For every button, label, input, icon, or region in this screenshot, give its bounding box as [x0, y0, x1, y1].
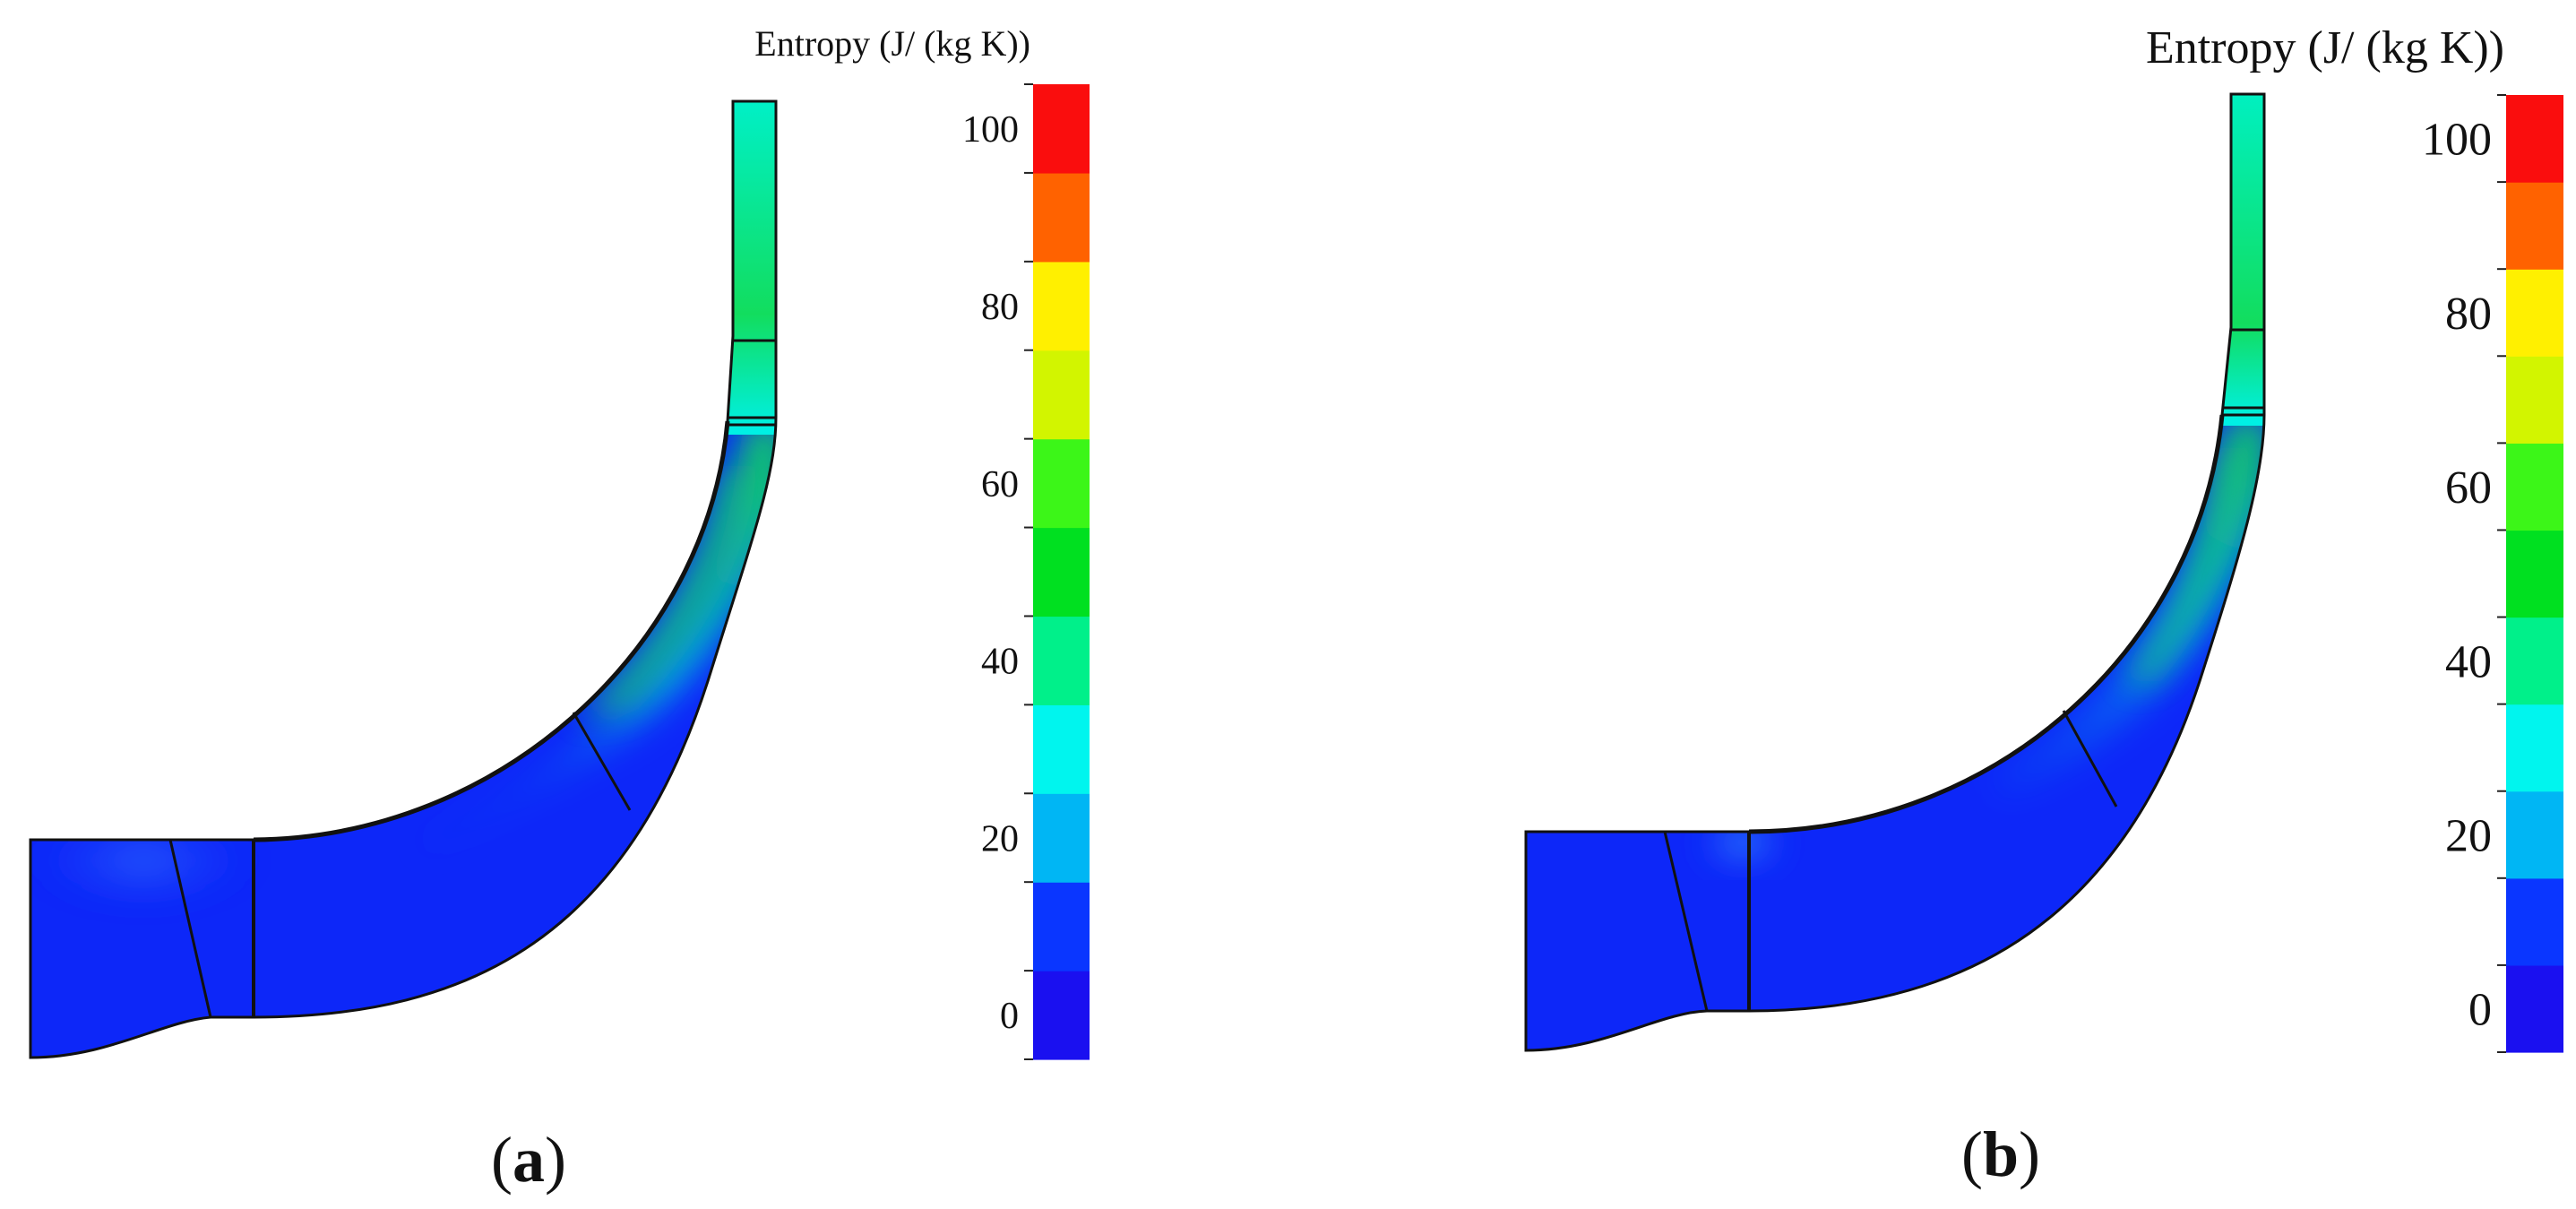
colorbar-band [2506, 790, 2563, 879]
colorbar-band [2506, 182, 2563, 270]
colorbar-band [1033, 172, 1090, 263]
colorbar-band [2506, 95, 2563, 183]
colorbar-title: Entropy (J/ (kg K)) [754, 23, 1030, 64]
colorbar-band [1033, 350, 1090, 440]
colorbar-band [2506, 530, 2563, 618]
colorbar-tick-label: 40 [2445, 636, 2492, 687]
colorbar-band [1033, 261, 1090, 351]
inlet-low-entropy-spot [30, 811, 269, 910]
shroud-entropy-core [2124, 448, 2240, 681]
colorbar-ticks: 0 20 40 60 80 100 [2422, 94, 2506, 1053]
colorbar-ticks: 0 20 40 60 80 100 [962, 83, 1033, 1060]
colorbar-band [2506, 877, 2563, 966]
inlet-shroud-spot [1693, 816, 1792, 869]
inlet-interface-line [1663, 831, 1709, 1012]
colorbar-band [1033, 971, 1090, 1060]
colorbar-tick-label: 40 [981, 642, 1019, 683]
panel-a: Entropy (J/ (kg K)) 0 20 40 60 80 100 (a) [29, 23, 1090, 1196]
colorbar-tick-label: 80 [2445, 289, 2492, 340]
inlet-interface-line [168, 839, 212, 1018]
colorbar-band [2506, 964, 2563, 1053]
colorbar-tick-label: 80 [981, 287, 1019, 328]
colorbar-bands [2506, 95, 2563, 1053]
caption-letter: b [1983, 1118, 2019, 1190]
colorbar-tick-label: 0 [1000, 996, 1019, 1037]
shroud-line [253, 420, 730, 842]
panel-b: Entropy (J/ (kg K)) 0 20 40 60 80 100 (b) [1524, 22, 2563, 1190]
impeller-meridional-contour [1524, 92, 2266, 1052]
colorbar: Entropy (J/ (kg K)) 0 20 40 60 80 100 [2146, 22, 2563, 1053]
colorbar: Entropy (J/ (kg K)) 0 20 40 60 80 100 [754, 23, 1090, 1060]
colorbar-title: Entropy (J/ (kg K)) [2146, 22, 2504, 73]
colorbar-band [1033, 882, 1090, 972]
colorbar-tick-label: 0 [2468, 985, 2492, 1036]
colorbar-tick-label: 100 [2422, 115, 2492, 166]
shroud-line [1748, 414, 2225, 834]
mid-interface-line [572, 712, 632, 811]
flow-domain-base [1526, 94, 2264, 1050]
colorbar-tick-label: 20 [2445, 810, 2492, 861]
colorbar-band [1033, 527, 1090, 617]
colorbar-band [1033, 84, 1090, 174]
colorbar-band [1033, 616, 1090, 705]
colorbar-tick-label: 20 [981, 818, 1019, 859]
panel-caption: (a) [491, 1124, 566, 1196]
colorbar-band [2506, 704, 2563, 792]
shroud-entropy-band [1998, 415, 2264, 798]
mid-interface-line [2062, 710, 2118, 807]
impeller-meridional-contour [29, 99, 778, 1059]
colorbar-tick-label: 60 [981, 464, 1019, 505]
colorbar-tick-label: 60 [2445, 462, 2492, 514]
colorbar-band [2506, 617, 2563, 705]
shroud-entropy-core [573, 466, 748, 717]
colorbar-bands [1033, 84, 1090, 1060]
colorbar-band [1033, 438, 1090, 529]
shroud-entropy-band [421, 421, 776, 851]
colorbar-band [2506, 269, 2563, 357]
colorbar-tick-label: 100 [962, 109, 1019, 151]
colorbar-band [1033, 793, 1090, 883]
flow-domain-base [30, 101, 776, 1058]
caption-letter: a [513, 1124, 545, 1196]
diffuser-outlet-region [2222, 94, 2264, 426]
colorbar-band [2506, 443, 2563, 531]
panel-caption: (b) [1961, 1118, 2040, 1190]
colorbar-band [2506, 356, 2563, 444]
colorbar-band [1033, 704, 1090, 794]
